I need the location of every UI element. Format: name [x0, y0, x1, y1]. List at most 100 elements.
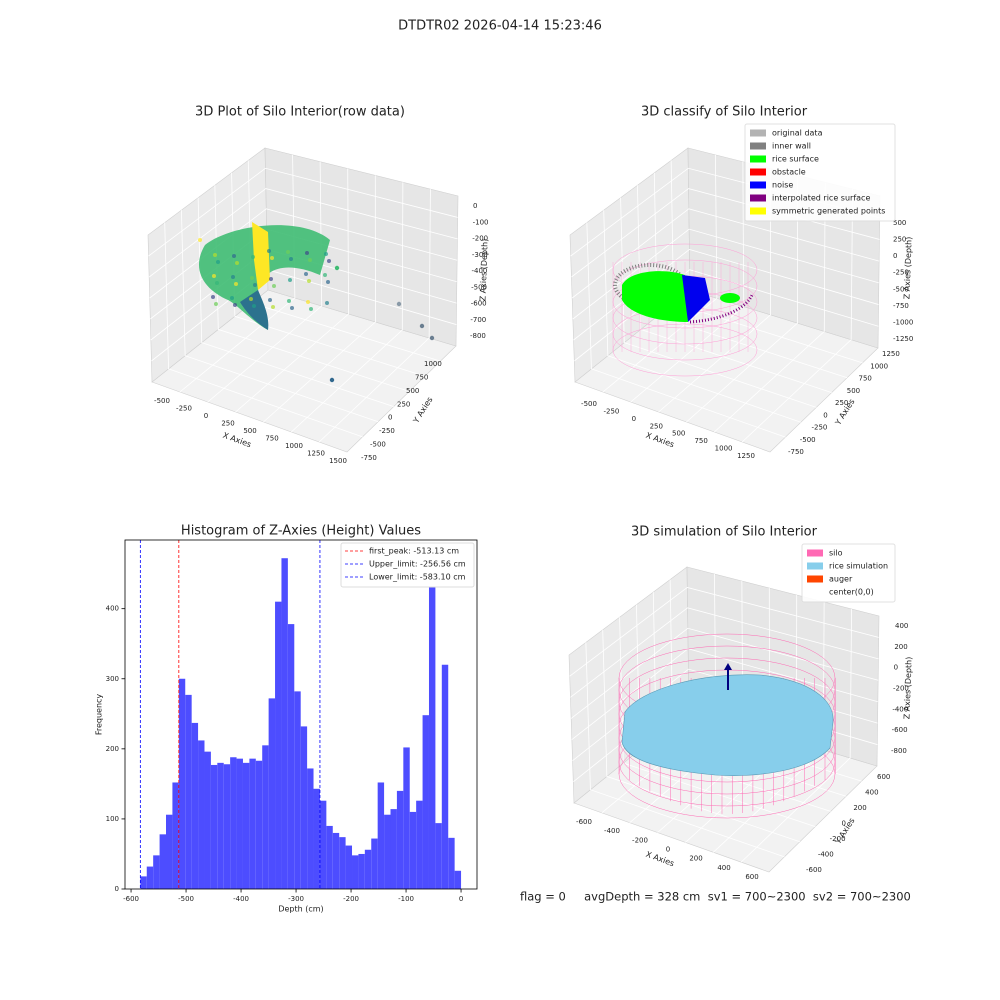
status-footer: flag = 0 avgDepth = 328 cm sv1 = 700~230… [520, 890, 911, 904]
z-tick-label: -100 [473, 218, 489, 226]
y-tick-label: 1000 [870, 362, 888, 370]
y-tick-label: 300 [106, 675, 119, 683]
bar [396, 790, 404, 889]
y-tick-label: 750 [415, 373, 428, 381]
point [308, 258, 312, 262]
pane-grid [569, 586, 879, 677]
point [232, 254, 236, 258]
bar [416, 800, 423, 889]
plot-frame [124, 539, 478, 890]
x-tick-label: 400 [717, 864, 730, 872]
pane-grid [181, 210, 379, 423]
point [231, 275, 235, 279]
point [306, 300, 310, 304]
z-tick-label: -300 [472, 251, 488, 259]
pane-grid [619, 617, 816, 827]
rice-surface [720, 293, 740, 303]
point-cloud [252, 222, 270, 290]
subplot-title: 3D classify of Silo Interior [641, 105, 808, 120]
bar [326, 825, 333, 889]
bar [210, 764, 218, 889]
point [287, 299, 291, 303]
bar [339, 837, 346, 889]
bar [153, 855, 160, 889]
legend-label: obstacle [772, 168, 806, 177]
z-tick-label: -400 [472, 267, 488, 275]
pane-grid [572, 228, 879, 320]
x-tick-label: -100 [398, 895, 414, 903]
y-tick-label: 100 [106, 815, 119, 823]
y-tick-label: -600 [806, 866, 822, 874]
legend-swatch [750, 129, 766, 137]
point [329, 377, 335, 383]
x-tick-label: 1250 [307, 450, 325, 458]
x-tick-label: 750 [265, 435, 278, 443]
noise [682, 275, 710, 322]
bar [172, 782, 179, 889]
legend-label: auger [829, 575, 853, 584]
legend-label: silo [829, 549, 843, 558]
x-tick-label: -500 [154, 397, 170, 405]
pane-grid [164, 222, 363, 438]
legend-swatch [750, 168, 766, 176]
y-tick-label: 400 [865, 789, 878, 797]
legend-label: Upper_limit: -256.56 cm [369, 560, 466, 569]
x-tick-label: 1000 [715, 445, 733, 453]
point [327, 259, 331, 263]
pane-grid [571, 188, 880, 278]
bar [441, 664, 449, 889]
bar [307, 768, 314, 889]
z-tick-label: 0 [473, 202, 477, 210]
y-tick-label: 500 [847, 387, 860, 395]
point [270, 256, 274, 260]
bar [166, 814, 173, 889]
point [233, 303, 237, 307]
bar [178, 678, 186, 889]
z-tick-label: -500 [893, 285, 909, 293]
bar [230, 757, 237, 889]
point [271, 305, 275, 309]
y-tick-label: 250 [397, 400, 410, 408]
pane-grid [263, 175, 376, 423]
z-tick-label: 500 [893, 219, 906, 227]
x-tick-label: 0 [459, 895, 463, 903]
pane-grid [571, 208, 880, 299]
y-tick-label: -750 [788, 448, 804, 456]
bar [262, 745, 269, 889]
z-axis-label: Z Axies (Depth) [902, 657, 913, 720]
pane-grid [602, 154, 718, 393]
x-tick-label: 1500 [329, 457, 347, 465]
pane-grid [197, 197, 394, 407]
legend-label: original data [772, 129, 823, 138]
x-tick-label: 0 [632, 415, 636, 423]
figure-title: DTDTR02 2026-04-14 15:23:46 [398, 19, 602, 34]
point [307, 279, 311, 283]
z-tick-label: -700 [470, 316, 486, 324]
subplot-title: 3D simulation of Silo Interior [631, 525, 818, 540]
bar [268, 698, 276, 889]
point [304, 272, 308, 276]
pane-grid [214, 185, 410, 392]
y-tick-label: 0 [115, 885, 119, 893]
bar [403, 747, 410, 889]
z-tick-label: -1250 [893, 335, 913, 343]
legend-swatch [750, 155, 766, 163]
z-tick-label: -800 [470, 332, 486, 340]
x-tick-label: 600 [745, 873, 758, 881]
legend-label: Lower_limit: -583.10 cm [369, 573, 466, 582]
x-tick-label: 200 [689, 855, 702, 863]
z-axis-label: Z Axies (Depth) [478, 239, 489, 302]
legend-box [340, 542, 475, 588]
z-tick-label: 0 [893, 252, 897, 260]
y-tick-label: 400 [106, 605, 119, 613]
point [235, 261, 239, 265]
legend-label: symmetric generated points [772, 207, 885, 216]
x-tick-label: 1000 [285, 442, 303, 450]
point [305, 251, 309, 255]
y-tick-label: -500 [370, 441, 386, 449]
legend-label: noise [772, 181, 793, 190]
y-tick-label: 750 [859, 375, 872, 383]
bar [287, 624, 295, 889]
z-tick-label: -750 [893, 302, 909, 310]
bar [300, 726, 308, 889]
